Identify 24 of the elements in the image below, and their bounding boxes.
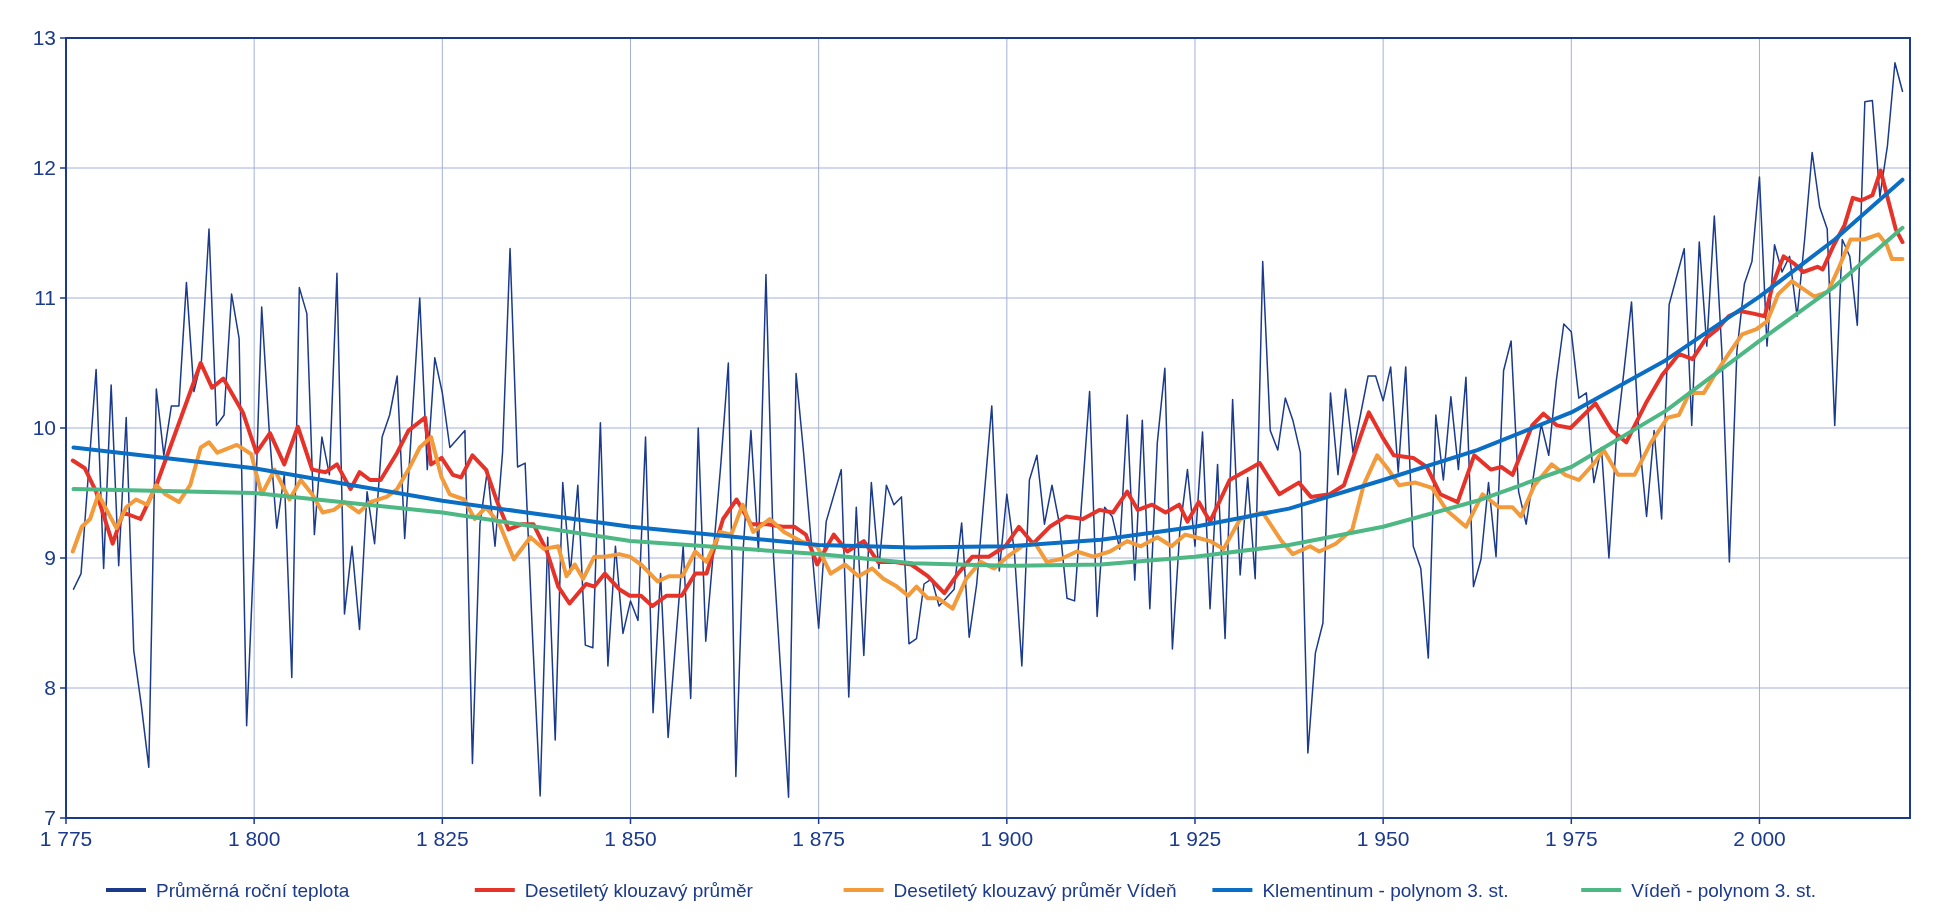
y-tick-label: 12 <box>32 156 56 179</box>
x-tick-label: 1 775 <box>39 827 93 850</box>
y-tick-label: 8 <box>44 676 56 699</box>
legend-label: Klementinum - polynom 3. st. <box>1262 880 1509 901</box>
x-tick-label: 1 925 <box>1168 827 1222 850</box>
x-tick-label: 2 000 <box>1733 827 1786 850</box>
x-tick-label: 1 800 <box>227 827 281 850</box>
y-tick-label: 9 <box>44 546 56 569</box>
line-series <box>72 61 1904 798</box>
y-tick-label: 11 <box>34 286 56 309</box>
line-series <box>71 177 1905 550</box>
x-tick-label: 1 950 <box>1356 827 1410 850</box>
legend-label: Vídeň - polynom 3. st. <box>1631 880 1817 901</box>
y-tick-label: 13 <box>32 26 56 49</box>
x-tick-label: 1 975 <box>1545 827 1598 850</box>
legend-label: Desetiletý klouzavý průměr Vídeň <box>893 880 1177 901</box>
y-tick-label: 10 <box>32 416 56 439</box>
x-tick-label: 1 850 <box>604 827 657 850</box>
legend-label: Průměrná roční teplota <box>156 880 350 901</box>
x-tick-label: 1 825 <box>416 827 469 850</box>
y-tick-label: 7 <box>44 806 56 829</box>
x-tick-label: 1 875 <box>792 827 845 850</box>
legend-label: Desetiletý klouzavý průměr <box>524 880 754 901</box>
x-tick-label: 1 900 <box>980 827 1034 850</box>
